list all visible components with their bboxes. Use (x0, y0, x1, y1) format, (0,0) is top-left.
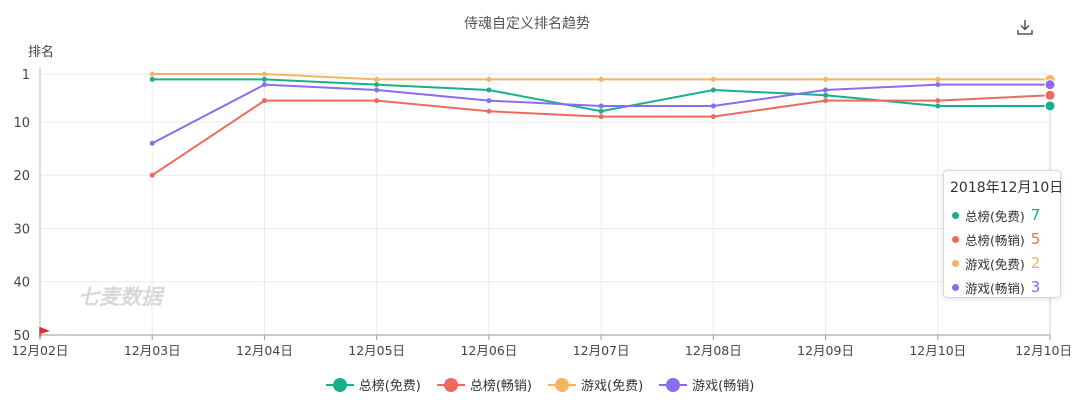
data-point (261, 98, 267, 104)
data-point (149, 76, 155, 82)
data-point (935, 98, 941, 104)
legend-marker-icon (436, 377, 465, 392)
data-point (149, 172, 155, 178)
tooltip-series-value: 3 (1030, 278, 1041, 296)
data-point (486, 76, 492, 82)
legend-item[interactable]: 总榜(畅销) (436, 375, 532, 394)
data-point (374, 98, 380, 104)
series-layer (149, 71, 1056, 178)
download-icon[interactable] (1016, 18, 1034, 36)
x-tick-label: 12月04日 (236, 343, 293, 358)
data-point (598, 114, 604, 120)
data-point (935, 76, 941, 82)
data-point (598, 103, 604, 109)
legend-marker-icon (659, 377, 688, 392)
data-point (261, 76, 267, 82)
tooltip-row: 游戏(畅销) 3 (950, 275, 1054, 299)
data-point (823, 98, 829, 104)
x-tick-label: 12月07日 (573, 343, 630, 358)
x-tick-label: 12月05日 (348, 343, 405, 358)
data-point (149, 140, 155, 146)
x-tick-label: 12月02日 (12, 343, 69, 358)
data-point (710, 114, 716, 120)
legend-label: 游戏(免费) (581, 379, 644, 394)
data-point (823, 87, 829, 93)
tooltip-row: 总榜(免费) 7 (950, 203, 1054, 227)
x-tick-label: 12月08日 (685, 343, 742, 358)
y-tick-label: 1 (22, 68, 30, 83)
y-tick-label: 40 (13, 276, 30, 291)
legend-label: 总榜(畅销) (469, 379, 532, 394)
legend-label: 游戏(畅销) (692, 379, 755, 394)
x-tick-label: 12月03日 (124, 343, 181, 358)
tooltip-row: 总榜(畅销) 5 (950, 227, 1054, 251)
tooltip-series-value: 7 (1030, 206, 1041, 224)
x-tick-label: 12月10日 (1015, 343, 1072, 358)
data-point (486, 108, 492, 114)
series-dot-icon (952, 211, 959, 219)
data-point (823, 92, 829, 98)
legend-label: 总榜(免费) (358, 379, 421, 394)
data-point (710, 87, 716, 93)
data-point (149, 71, 155, 77)
data-point (1044, 100, 1056, 112)
y-tick-label: 20 (13, 169, 30, 184)
start-flag-icon (39, 327, 50, 337)
tooltip-series-name: 总榜(免费) (965, 208, 1025, 224)
tooltip-title: 2018年12月10日 (950, 180, 1064, 196)
data-point (710, 76, 716, 82)
tooltip-series-name: 游戏(畅销) (965, 280, 1025, 296)
legend-item[interactable]: 游戏(畅销) (659, 375, 754, 394)
data-point (374, 87, 380, 93)
x-tick-label: 12月06日 (460, 343, 517, 358)
tooltip-row: 游戏(免费) 2 (950, 251, 1054, 275)
y-tick-label: 10 (13, 116, 30, 131)
series-dot-icon (952, 259, 959, 267)
data-point (935, 82, 941, 88)
tooltip-series-value: 2 (1030, 254, 1041, 272)
series-dot-icon (952, 283, 959, 291)
watermark: 七麦数据 (78, 285, 166, 309)
data-point (935, 103, 941, 109)
y-tick-label: 50 (13, 329, 30, 344)
data-point (374, 82, 380, 88)
tooltip-series-name: 总榜(畅销) (965, 232, 1025, 248)
legend-marker-icon (548, 377, 576, 392)
tooltip-series-name: 游戏(免费) (965, 256, 1025, 272)
data-point (598, 108, 604, 114)
data-point (261, 71, 267, 77)
data-point (486, 98, 492, 104)
data-point (1044, 79, 1056, 91)
data-point (823, 76, 829, 82)
chart-legend: 总榜(免费) 总榜(畅销) 游戏(免费) 游戏(畅销) (0, 375, 1080, 394)
data-point (1044, 89, 1056, 101)
data-point (261, 82, 267, 88)
data-tooltip: 2018年12月10日 总榜(免费) 7 总榜(畅销) 5 游戏(免费) 2 游… (943, 170, 1064, 299)
data-point (486, 87, 492, 93)
tooltip-series-value: 5 (1030, 230, 1041, 248)
x-tick-label: 12月10日 (909, 343, 966, 358)
legend-item[interactable]: 总榜(免费) (325, 375, 421, 394)
y-tick-label: 30 (13, 222, 30, 237)
chart-title: 侍魂自定义排名趋势 (464, 16, 590, 32)
data-point (598, 76, 604, 82)
data-point (710, 103, 716, 109)
legend-marker-icon (325, 377, 354, 392)
data-point (374, 76, 380, 82)
series-dot-icon (952, 235, 959, 243)
y-axis-label: 排名 (28, 44, 54, 60)
x-tick-label: 12月09日 (797, 343, 854, 358)
legend-item[interactable]: 游戏(免费) (548, 375, 643, 394)
